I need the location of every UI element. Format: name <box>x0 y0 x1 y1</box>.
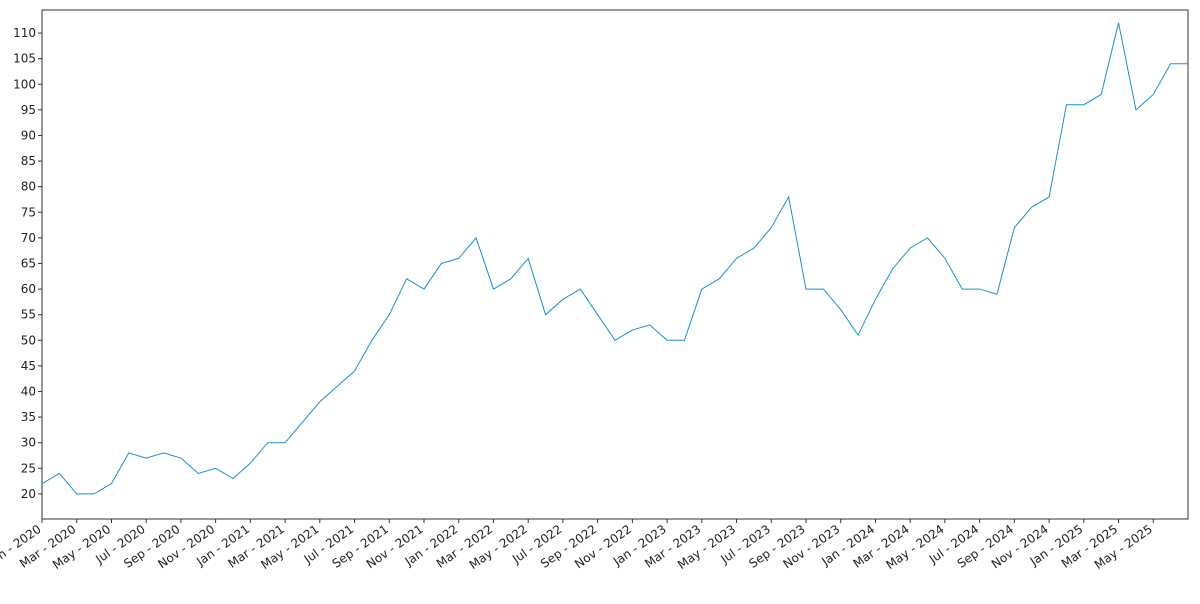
data-line <box>41 22 1188 495</box>
y-tick-label: 40 <box>21 384 36 398</box>
y-tick-label: 80 <box>21 180 36 194</box>
y-tick-label: 55 <box>21 308 36 322</box>
y-tick-label: 95 <box>21 103 36 117</box>
plot-frame <box>41 9 1189 520</box>
y-tick-label: 20 <box>21 487 36 501</box>
y-tick-label: 105 <box>13 52 36 66</box>
y-tick-label: 70 <box>21 231 36 245</box>
y-tick-label: 110 <box>13 26 36 40</box>
y-tick-label: 90 <box>21 128 36 142</box>
y-tick-label: 30 <box>21 436 36 450</box>
y-tick-label: 75 <box>21 205 36 219</box>
y-tick-label: 85 <box>21 154 36 168</box>
y-tick-label: 35 <box>21 410 36 424</box>
y-tick-label: 50 <box>21 333 36 347</box>
y-tick-label: 100 <box>13 77 36 91</box>
y-tick-label: 65 <box>21 256 36 270</box>
y-tick-label: 60 <box>21 282 36 296</box>
y-tick-label: 45 <box>21 359 36 373</box>
y-tick-label: 25 <box>21 461 36 475</box>
